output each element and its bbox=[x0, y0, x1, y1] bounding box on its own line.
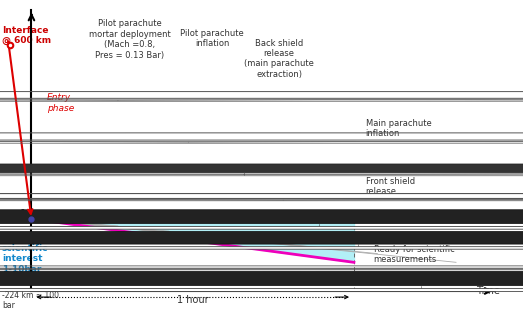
Text: Pilot parachute
inflation: Pilot parachute inflation bbox=[180, 29, 244, 49]
Text: Front shield
release: Front shield release bbox=[366, 177, 415, 197]
Text: Main
scientific
interest
1-10bar: Main scientific interest 1-10bar bbox=[2, 233, 49, 273]
Text: 0: 0 bbox=[20, 209, 26, 218]
Text: Pilot parachute
mortar deployment
(Mach =0.8,
Pres = 0.13 Bar): Pilot parachute mortar deployment (Mach … bbox=[89, 19, 170, 60]
Text: Ready for scientific
measurements: Ready for scientific measurements bbox=[373, 245, 454, 264]
Text: Entry
phase: Entry phase bbox=[47, 93, 74, 113]
Ellipse shape bbox=[0, 247, 523, 249]
Text: Back shield
release
(main parachute
extraction): Back shield release (main parachute extr… bbox=[244, 39, 314, 79]
Text: Main parachute
inflation: Main parachute inflation bbox=[366, 119, 431, 138]
Text: Interface
@ 600 km: Interface @ 600 km bbox=[2, 26, 51, 45]
Ellipse shape bbox=[0, 231, 523, 244]
Text: Parachute Descent Phase: Parachute Descent Phase bbox=[83, 236, 222, 246]
Text: -224 km ≈ 100
bar: -224 km ≈ 100 bar bbox=[2, 291, 59, 309]
Ellipse shape bbox=[0, 164, 523, 173]
Ellipse shape bbox=[0, 226, 523, 229]
Polygon shape bbox=[31, 219, 354, 262]
Ellipse shape bbox=[0, 210, 523, 224]
Ellipse shape bbox=[0, 289, 523, 291]
Ellipse shape bbox=[0, 271, 523, 286]
Text: 1 hour: 1 hour bbox=[177, 295, 209, 305]
Text: Time: Time bbox=[476, 286, 499, 296]
